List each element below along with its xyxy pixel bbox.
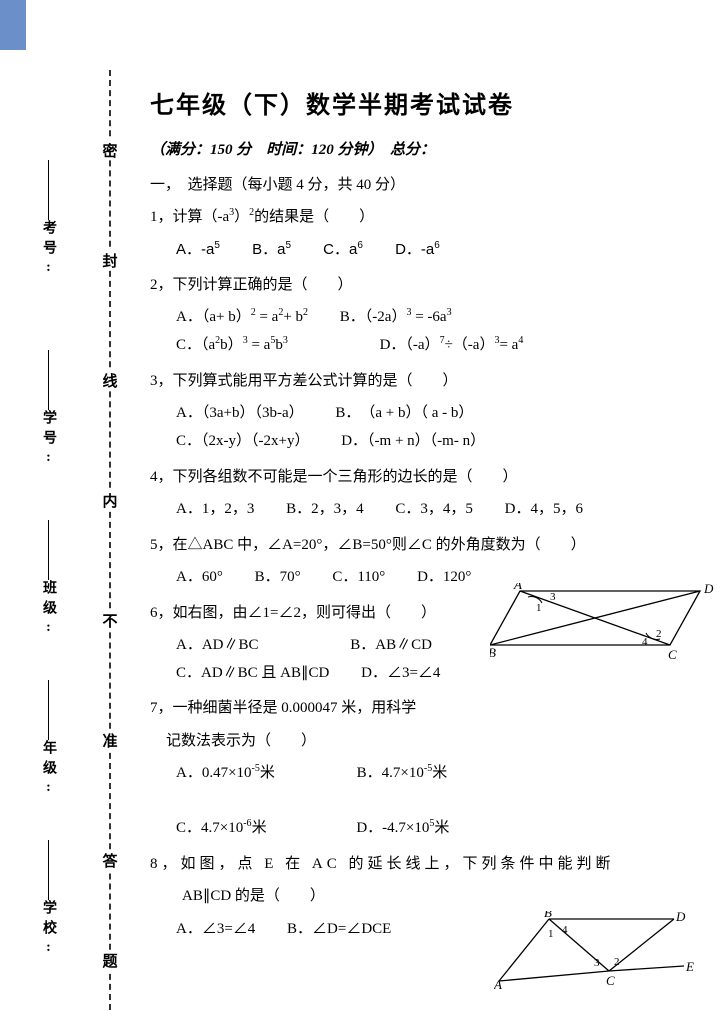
opt: D．4，5，6 <box>505 496 583 524</box>
opt: C．（a2b）3 = a5b3 <box>176 332 288 360</box>
label-exam: 考号: <box>38 220 58 281</box>
opt: C．a6 <box>323 236 363 264</box>
q8-stem: 8，如图，点 E 在 AC 的延长线上，下列条件中能判断 <box>150 851 710 877</box>
opt: C．3，4，5 <box>395 496 473 524</box>
opt: A．1，2，3 <box>176 496 254 524</box>
fill-line <box>48 840 49 900</box>
opt: A．∠3=∠4 <box>176 916 255 944</box>
fill-line <box>48 680 49 740</box>
q7-stem: 7，一种细菌半径是 0.000047 米，用科学 <box>150 695 710 721</box>
opt: A．（3a+b）（3b-a） <box>176 400 304 428</box>
seal-char: 密 <box>101 140 119 160</box>
svg-text:4: 4 <box>642 636 648 648</box>
opt: A．0.47×10-5米 <box>176 760 275 788</box>
label-class: 班级: <box>38 580 58 641</box>
opt: C．（2x-y）（-2x+y） <box>176 428 309 456</box>
q3-stem: 3，下列算式能用平方差公式计算的是（ ） <box>150 368 710 394</box>
label-number: 学号: <box>38 410 58 471</box>
page-title: 七年级（下）数学半期考试试卷 <box>150 85 710 120</box>
svg-text:3: 3 <box>594 957 600 969</box>
opt: A．-a5 <box>176 236 220 264</box>
opt: C．4.7×10-6米 <box>176 815 267 843</box>
opt: C．AD∥BC 且 AB∥CD <box>176 660 329 688</box>
label-grade: 年级: <box>38 740 58 801</box>
fill-line <box>48 520 49 580</box>
opt: D．-4.7×105米 <box>356 815 449 843</box>
opt: D．∠3=∠4 <box>361 660 440 688</box>
svg-text:C: C <box>668 647 677 662</box>
q2-stem: 2，下列计算正确的是（ ） <box>150 272 710 298</box>
opt: D．-a6 <box>395 236 440 264</box>
q5-stem: 5，在△ABC 中，∠A=20°，∠B=50°则∠C 的外角度数为（ ） <box>150 532 710 558</box>
opt: A．60° <box>176 564 223 592</box>
opt: B．4.7×10-5米 <box>357 760 448 788</box>
opt: B．（-2a）3 = -6a3 <box>340 304 452 332</box>
svg-text:B: B <box>490 645 496 660</box>
opt: D．（-a）7÷（-a）3= a4 <box>380 332 524 360</box>
opt: A．（a+ b）2 = a2+ b2 <box>176 304 308 332</box>
seal-char: 准 <box>101 730 119 750</box>
seal-char: 题 <box>101 950 119 970</box>
q8-stem2: AB∥CD 的是（ ） <box>150 883 710 909</box>
opt: B．70° <box>255 564 301 592</box>
q7-stem2: 记数法表示为（ ） <box>150 728 710 754</box>
q5-options: A．60° B．70° C．110° D．120° <box>150 564 710 592</box>
q2-options: A．（a+ b）2 = a2+ b2 B．（-2a）3 = -6a3 C．（a2… <box>150 304 710 360</box>
q7-options: A．0.47×10-5米 B．4.7×10-5米 C．4.7×10-6米 D．-… <box>150 760 710 843</box>
opt: B．2，3，4 <box>286 496 364 524</box>
svg-text:A: A <box>494 977 502 991</box>
q1-stem: 1，计算（-a3）2的结果是（ ） <box>150 204 710 230</box>
q4-options: A．1，2，3 B．2，3，4 C．3，4，5 D．4，5，6 <box>150 496 710 524</box>
seal-char: 答 <box>101 850 119 870</box>
q4-stem: 4，下列各组数不可能是一个三角形的边长的是（ ） <box>150 464 710 490</box>
seal-char: 内 <box>101 490 119 510</box>
opt: B． （a + b）（ a - b） <box>335 400 473 428</box>
seal-line-column: 密 封 线 内 不 准 答 题 <box>100 70 120 1010</box>
opt: B．a5 <box>252 236 291 264</box>
opt: B．AB∥CD <box>350 632 432 660</box>
opt: D．120° <box>417 564 471 592</box>
q8-options: A．∠3=∠4 B．∠D=∠DCE <box>150 916 710 944</box>
seal-char: 封 <box>101 250 119 270</box>
exam-content: 七年级（下）数学半期考试试卷 （满分：150 分 时间：120 分钟） 总分： … <box>150 85 710 951</box>
label-school: 学校: <box>38 900 58 961</box>
binding-margin: 学校: 年级: 班级: 学号: 考号: 密 封 线 内 不 准 答 题 <box>0 0 140 1023</box>
fill-line <box>48 160 49 220</box>
seal-char: 不 <box>101 610 119 630</box>
q6-options: A．AD∥BC B．AB∥CD C．AD∥BC 且 AB∥CD D．∠3=∠4 <box>150 632 470 688</box>
svg-text:2: 2 <box>656 628 662 640</box>
opt: C．110° <box>332 564 385 592</box>
q3-options: A．（3a+b）（3b-a） B． （a + b）（ a - b） C．（2x-… <box>150 400 710 456</box>
fill-line <box>48 350 49 410</box>
svg-text:2: 2 <box>614 956 620 968</box>
q1-options: A．-a5 B．a5 C．a6 D．-a6 <box>150 236 710 264</box>
opt: B．∠D=∠DCE <box>287 916 391 944</box>
seal-char: 线 <box>101 370 119 390</box>
opt: D．（-m + n）（-m- n） <box>341 428 485 456</box>
svg-text:C: C <box>606 973 615 988</box>
q6-stem: 6，如右图，由∠1=∠2，则可得出（ ） <box>150 600 710 626</box>
opt: A．AD∥BC <box>176 632 259 660</box>
section-heading: 一， 选择题（每小题 4 分，共 40 分） <box>150 173 710 194</box>
exam-meta: （满分：150 分 时间：120 分钟） 总分： <box>150 138 710 159</box>
svg-text:E: E <box>685 959 694 974</box>
